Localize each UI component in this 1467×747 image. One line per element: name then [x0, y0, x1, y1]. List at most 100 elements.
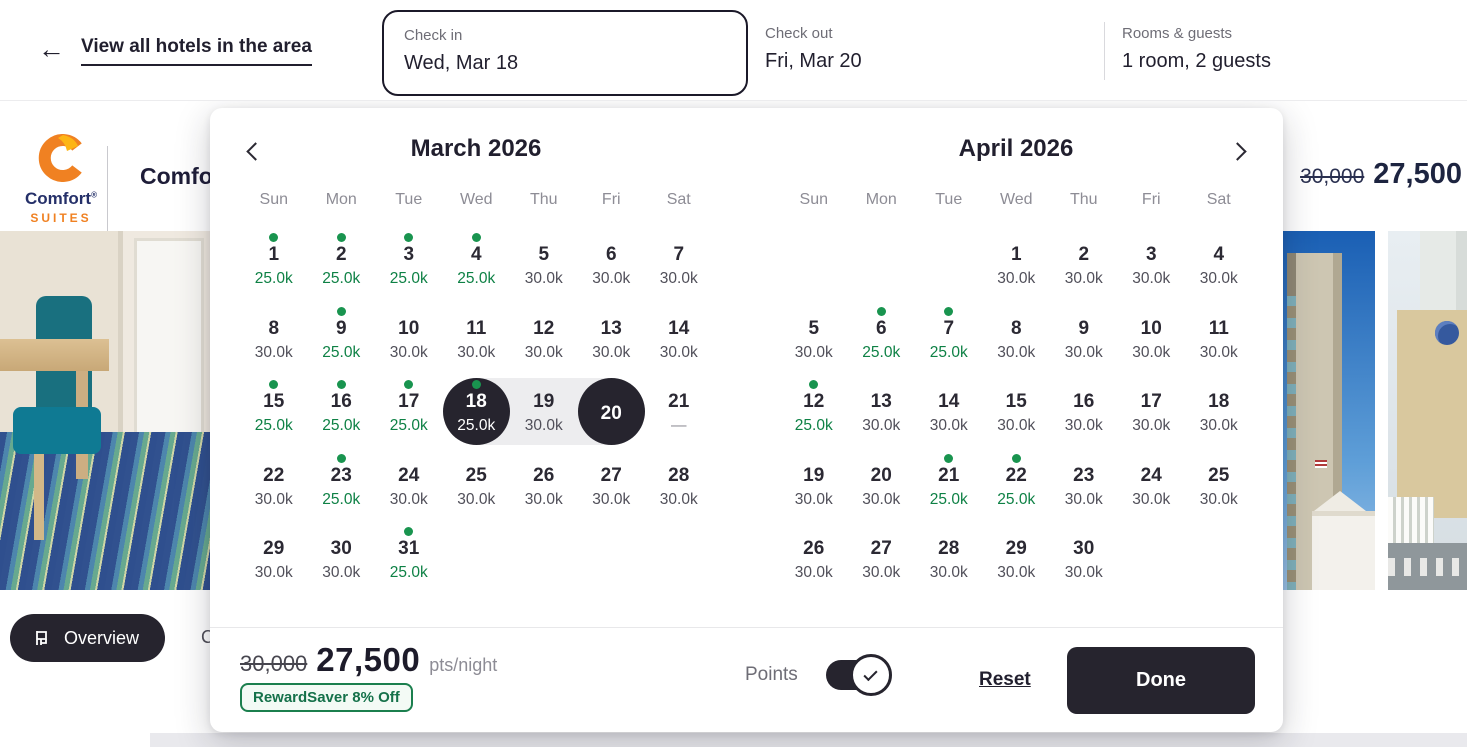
- calendar-day[interactable]: 2 25.0k: [308, 230, 376, 304]
- calendar-day[interactable]: 9 30.0k: [1050, 304, 1118, 378]
- done-button[interactable]: Done: [1067, 647, 1255, 714]
- calendar-day[interactable]: 6 25.0k: [848, 304, 916, 378]
- calendar-day[interactable]: 23 25.0k: [308, 451, 376, 525]
- calendar-day-empty: [1118, 524, 1186, 598]
- day-number: 2: [1078, 244, 1090, 265]
- calendar-day[interactable]: 11 30.0k: [1185, 304, 1253, 378]
- day-number: 16: [1073, 391, 1095, 412]
- calendar-day[interactable]: 21 —: [645, 377, 713, 451]
- calendar-day[interactable]: 5 30.0k: [780, 304, 848, 378]
- reset-button[interactable]: Reset: [979, 669, 1031, 690]
- calendar-day[interactable]: 12 25.0k: [780, 377, 848, 451]
- calendar-day[interactable]: 7 30.0k: [645, 230, 713, 304]
- day-price: 30.0k: [1064, 417, 1103, 434]
- check-in-field[interactable]: Check in Wed, Mar 18: [382, 10, 748, 96]
- day-number: 9: [335, 317, 347, 339]
- calendar-day[interactable]: 18 25.0k: [442, 377, 510, 451]
- calendar-day[interactable]: 12 30.0k: [510, 304, 578, 378]
- weekday-label: Mon: [865, 191, 897, 208]
- hotel-photo-room[interactable]: [0, 231, 210, 590]
- calendar-day[interactable]: 27 30.0k: [848, 524, 916, 598]
- day-number: 10: [398, 317, 420, 339]
- day-number: 28: [668, 464, 690, 486]
- calendar-day[interactable]: 4 30.0k: [1185, 230, 1253, 304]
- calendar-day[interactable]: 22 30.0k: [240, 451, 308, 525]
- calendar-day[interactable]: 25 30.0k: [1185, 451, 1253, 525]
- calendar-day[interactable]: 8 30.0k: [240, 304, 308, 378]
- selected-price: 30,000 27,500 pts/night: [240, 641, 497, 679]
- calendar-day[interactable]: 16 30.0k: [1050, 377, 1118, 451]
- calendar-day[interactable]: 25 30.0k: [443, 451, 511, 525]
- calendar-day[interactable]: 14 30.0k: [645, 304, 713, 378]
- calendar-day[interactable]: 30 30.0k: [308, 524, 376, 598]
- hotel-photo-exterior[interactable]: [1283, 231, 1375, 590]
- calendar-day[interactable]: 3 25.0k: [375, 230, 443, 304]
- calendar-day[interactable]: 27 30.0k: [578, 451, 646, 525]
- calendar-day[interactable]: 20: [577, 377, 646, 451]
- calendar-day[interactable]: 1 25.0k: [240, 230, 308, 304]
- calendar-day[interactable]: 31 25.0k: [375, 524, 443, 598]
- calendar-day[interactable]: 1 30.0k: [983, 230, 1051, 304]
- hotel-photo-entrance[interactable]: [1388, 231, 1467, 590]
- calendar-day[interactable]: 13 30.0k: [848, 377, 916, 451]
- calendar-day[interactable]: 29 30.0k: [983, 524, 1051, 598]
- calendar-day[interactable]: 29 30.0k: [240, 524, 308, 598]
- calendar-day[interactable]: 26 30.0k: [780, 524, 848, 598]
- tab-overview[interactable]: Overview: [10, 614, 166, 662]
- day-number: 26: [533, 464, 555, 486]
- calendar-day[interactable]: 15 30.0k: [983, 377, 1051, 451]
- calendar-day[interactable]: 10 30.0k: [1118, 304, 1186, 378]
- calendar-day[interactable]: 16 25.0k: [308, 377, 376, 451]
- deal-dot-icon: [269, 380, 279, 389]
- day-price: 30.0k: [997, 343, 1036, 361]
- calendar-day[interactable]: 4 25.0k: [443, 230, 511, 304]
- calendar-day[interactable]: 28 30.0k: [915, 524, 983, 598]
- day-price: 25.0k: [389, 564, 428, 581]
- calendar-day[interactable]: 9 25.0k: [308, 304, 376, 378]
- back-arrow-icon: ←: [38, 34, 65, 64]
- calendar-day[interactable]: 21 25.0k: [915, 451, 983, 525]
- deal-dot-icon: [404, 380, 414, 389]
- brand-divider: [107, 146, 108, 238]
- calendar-day[interactable]: 22 25.0k: [983, 451, 1051, 525]
- day-price: 30.0k: [659, 270, 698, 287]
- day-price: 30.0k: [1064, 490, 1103, 508]
- day-price: 25.0k: [794, 417, 833, 434]
- day-price: 30.0k: [524, 490, 563, 508]
- rooms-guests-field[interactable]: Rooms & guests 1 room, 2 guests: [1122, 25, 1271, 73]
- calendar-day[interactable]: 10 30.0k: [375, 304, 443, 378]
- calendar-day[interactable]: 8 30.0k: [983, 304, 1051, 378]
- calendar-day[interactable]: 24 30.0k: [1118, 451, 1186, 525]
- check-out-field[interactable]: Check out Fri, Mar 20: [765, 25, 862, 73]
- calendar-day[interactable]: 24 30.0k: [375, 451, 443, 525]
- calendar-day[interactable]: 17 25.0k: [375, 377, 443, 451]
- calendar-day[interactable]: 2 30.0k: [1050, 230, 1118, 304]
- calendar-day[interactable]: 19 30.0k: [510, 377, 578, 451]
- calendar-day[interactable]: 7 25.0k: [915, 304, 983, 378]
- day-number: 1: [1010, 244, 1022, 265]
- day-number: 19: [803, 464, 825, 486]
- calendar-day[interactable]: 23 30.0k: [1050, 451, 1118, 525]
- calendar-day[interactable]: 6 30.0k: [578, 230, 646, 304]
- calendar-day[interactable]: 30 30.0k: [1050, 524, 1118, 598]
- calendar-day[interactable]: 20 30.0k: [848, 451, 916, 525]
- calendar-day[interactable]: 28 30.0k: [645, 451, 713, 525]
- calendar-day[interactable]: 3 30.0k: [1118, 230, 1186, 304]
- day-number: 21: [668, 391, 690, 412]
- check-icon: [863, 666, 878, 681]
- calendar-day[interactable]: 26 30.0k: [510, 451, 578, 525]
- calendar-day[interactable]: 13 30.0k: [578, 304, 646, 378]
- day-number: 13: [870, 391, 892, 412]
- calendar-day[interactable]: 5 30.0k: [510, 230, 578, 304]
- points-toggle[interactable]: [825, 654, 892, 696]
- calendar-day[interactable]: 15 25.0k: [240, 377, 308, 451]
- calendar-day[interactable]: 11 30.0k: [443, 304, 511, 378]
- hotel-price: 30,000 27,500: [1300, 158, 1462, 191]
- day-number: 16: [330, 391, 352, 412]
- back-to-hotels-link[interactable]: ← View all hotels in the area: [38, 36, 312, 66]
- day-price: 30.0k: [1199, 417, 1238, 434]
- calendar-day[interactable]: 14 30.0k: [915, 377, 983, 451]
- calendar-day[interactable]: 19 30.0k: [780, 451, 848, 525]
- calendar-day[interactable]: 18 30.0k: [1185, 377, 1253, 451]
- calendar-day[interactable]: 17 30.0k: [1118, 377, 1186, 451]
